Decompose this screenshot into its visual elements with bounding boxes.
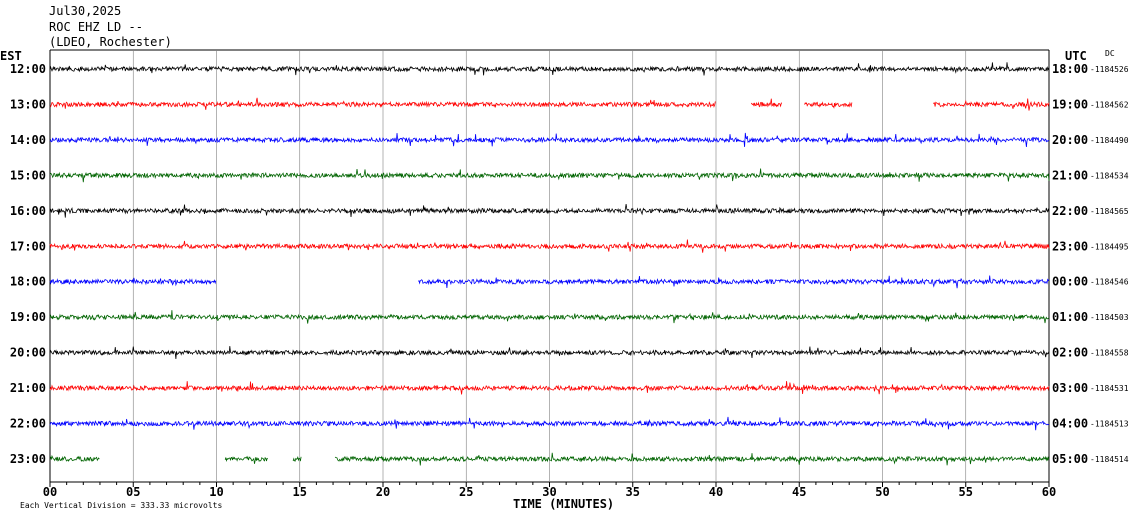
utc-row-label: 21:00 — [1052, 168, 1088, 182]
trace-row — [49, 132, 1050, 147]
dc-offset-label: -1184558 — [1090, 349, 1129, 358]
dc-offset-label: -1184534 — [1090, 171, 1129, 180]
est-row-label: 12:00 — [10, 62, 46, 76]
grid-lines — [49, 49, 1050, 487]
est-row-label: 22:00 — [10, 417, 46, 431]
est-row-label: 15:00 — [10, 168, 46, 182]
dc-offset-label: -1184565 — [1090, 207, 1129, 216]
est-row-label: 19:00 — [10, 310, 46, 324]
utc-row-label: 05:00 — [1052, 452, 1088, 466]
est-row-label: 13:00 — [10, 97, 46, 111]
est-row-label: 21:00 — [10, 381, 46, 395]
trace-row — [49, 416, 1050, 431]
est-row-label: 14:00 — [10, 133, 46, 147]
x-tick-label: 05 — [126, 485, 140, 499]
trace-row — [49, 62, 1050, 76]
dc-offset-label: -1184526 — [1090, 65, 1129, 74]
x-tick-label: 40 — [709, 485, 723, 499]
dc-offset-label: -1184514 — [1090, 455, 1129, 464]
trace-row — [49, 310, 1050, 324]
dc-offset-label: -1184531 — [1090, 384, 1129, 393]
x-axis-title: TIME (MINUTES) — [513, 497, 614, 511]
right-timezone-label: UTC — [1065, 49, 1087, 63]
x-tick-label: 45 — [792, 485, 806, 499]
left-timezone-label: EST — [0, 49, 22, 63]
trace-row — [49, 452, 1050, 466]
utc-row-label: 23:00 — [1052, 239, 1088, 253]
dc-offset-header: DC — [1105, 49, 1115, 58]
utc-row-label: 19:00 — [1052, 97, 1088, 111]
trace-row — [49, 97, 1050, 111]
x-tick-label: 35 — [626, 485, 640, 499]
x-tick-label: 30 — [542, 485, 556, 499]
seismic-traces — [49, 62, 1050, 466]
x-tick-label: 15 — [293, 485, 307, 499]
trace-row — [49, 381, 1050, 395]
date-label: Jul30,2025 — [49, 4, 122, 18]
utc-row-label: 00:00 — [1052, 275, 1088, 289]
est-row-label: 17:00 — [10, 239, 46, 253]
x-tick-label: 60 — [1042, 485, 1056, 499]
station-label: ROC EHZ LD -- — [49, 20, 143, 34]
est-row-label: 16:00 — [10, 204, 46, 218]
x-tick-label: 10 — [209, 485, 223, 499]
est-row-label: 20:00 — [10, 346, 46, 360]
dc-offset-label: -1184546 — [1090, 278, 1129, 287]
trace-row — [49, 346, 1050, 360]
utc-row-label: 04:00 — [1052, 417, 1088, 431]
utc-row-label: 01:00 — [1052, 310, 1088, 324]
trace-row — [49, 168, 1050, 183]
est-row-label: 18:00 — [10, 275, 46, 289]
est-row-label: 23:00 — [10, 452, 46, 466]
network-label: (LDEO, Rochester) — [49, 35, 172, 49]
trace-row — [49, 275, 1050, 289]
axis-labels: EST UTC DC TIME (MINUTES) Each Vertical … — [0, 49, 1129, 511]
x-tick-label: 00 — [43, 485, 57, 499]
utc-row-label: 02:00 — [1052, 346, 1088, 360]
utc-row-label: 22:00 — [1052, 204, 1088, 218]
dc-offset-label: -1184495 — [1090, 242, 1129, 251]
scale-footer: Each Vertical Division = 333.33 microvol… — [20, 501, 222, 510]
utc-row-label: 18:00 — [1052, 62, 1088, 76]
trace-row — [49, 203, 1050, 218]
x-tick-label: 25 — [459, 485, 473, 499]
trace-row — [49, 239, 1050, 253]
dc-offset-label: -1184490 — [1090, 136, 1129, 145]
dc-offset-label: -1184513 — [1090, 420, 1129, 429]
dc-offset-label: -1184562 — [1090, 100, 1129, 109]
x-tick-label: 20 — [376, 485, 390, 499]
utc-row-label: 20:00 — [1052, 133, 1088, 147]
dc-offset-label: -1184503 — [1090, 313, 1129, 322]
x-tick-label: 55 — [959, 485, 973, 499]
x-tick-label: 50 — [875, 485, 889, 499]
utc-row-label: 03:00 — [1052, 381, 1088, 395]
